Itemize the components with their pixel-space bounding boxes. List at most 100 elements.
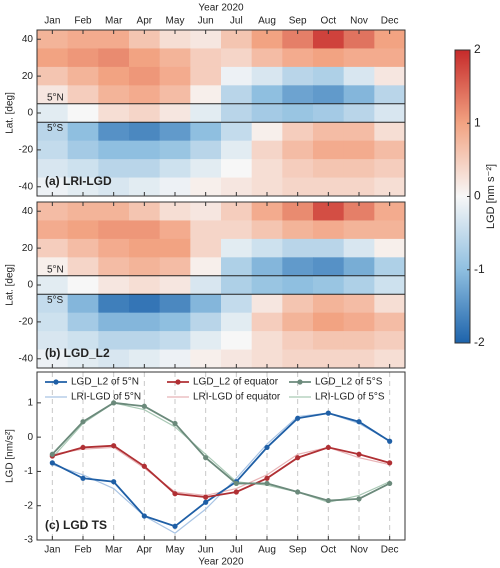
heat-cell [159,48,191,68]
heat-cell [221,349,253,369]
x-tick-label: Jun [198,16,214,27]
series-line [51,401,391,502]
heat-cell [374,275,406,295]
x-tick-label: Aug [258,545,276,556]
heat-cell [313,331,345,351]
heat-cell [343,66,375,86]
heat-cell [374,122,406,142]
heat-cell [159,312,191,332]
heat-cell [343,257,375,277]
heat-cell [251,140,283,160]
heat-cell [129,159,161,179]
heat-cell [343,159,375,179]
x-tick-label: Nov [350,545,368,556]
heat-cell [159,220,191,240]
heat-cell [37,103,69,123]
heat-cell [282,177,314,197]
colorbar-tick-label: -2 [474,335,485,349]
heat-cell [251,103,283,123]
heat-cell [129,122,161,142]
heat-cell [313,140,345,160]
heat-cell [282,275,314,295]
heat-cell [374,349,406,369]
heat-cell [67,85,99,105]
heat-cell [37,220,69,240]
heat-cell [129,103,161,123]
x-tick-label: Sep [289,16,307,27]
heat-cell [282,159,314,179]
y-tick-label: -20 [19,317,34,328]
heat-cell [374,177,406,197]
heat-cell [98,220,130,240]
heat-cell [221,294,253,314]
heat-cell [67,238,99,258]
heat-cell [98,30,130,49]
x-tick-label: Dec [381,545,399,556]
y-tick-label: 40 [22,206,34,217]
heat-cell [98,122,130,142]
heat-cell [98,312,130,332]
heat-cell [159,238,191,258]
heat-cell [190,257,222,277]
heat-cell [129,177,161,197]
heat-cell [129,85,161,105]
x-tick-label: Nov [350,16,368,27]
heat-cell [343,220,375,240]
heat-cell [190,159,222,179]
heat-cell [37,159,69,179]
heat-cell [37,30,69,49]
legend-label: LRI-LGD of 5°S [315,392,385,403]
heat-cell [374,312,406,332]
heat-cell [221,140,253,160]
heat-cell [190,220,222,240]
heat-cell [67,349,99,369]
point [264,444,270,451]
x-tick-label: Oct [321,545,337,556]
heat-cell [251,66,283,86]
heat-cell [313,103,345,123]
series-line [52,444,390,499]
y-tick-label: -40 [19,353,34,364]
heat-cell [98,103,130,123]
heat-cell [159,30,191,49]
legend-marker [175,379,181,385]
heat-cell [343,85,375,105]
heat-cell [282,238,314,258]
heat-cell [190,103,222,123]
colorbar-tick-label: 1 [474,115,481,129]
x-tick-label: Jun [198,545,214,556]
point [172,491,178,497]
panel-label: (b) LGD_L2 [45,346,110,360]
heat-cell [37,122,69,142]
heat-cell [98,159,130,179]
heat-cell [37,140,69,160]
heat-cell [251,312,283,332]
heat-cell [282,331,314,351]
heat-cell [374,159,406,179]
point [233,489,239,495]
heat-cell [190,238,222,258]
heat-cell [374,103,406,123]
heat-cell [37,66,69,86]
heat-cell [129,30,161,49]
reference-label: 5°N [47,92,64,103]
heat-cell [374,294,406,314]
heat-cell [67,312,99,332]
heat-cell [374,257,406,277]
heat-cell [313,238,345,258]
colorbar-tick-label: 0 [474,189,481,203]
heat-cell [313,257,345,277]
legend-label: LRI-LGD of equator [193,392,281,403]
heat-cell [343,294,375,314]
heat-cell [190,349,222,369]
heat-cell [98,349,130,369]
heat-cell [343,140,375,160]
point [264,480,270,487]
point [49,460,55,466]
y-axis-label: LGD [nm/s²] [5,429,16,483]
legend-label: LGD_L2 of 5°S [315,377,383,388]
heat-cell [313,48,345,68]
heat-cell [98,294,130,314]
heat-cell [37,202,69,221]
heat-cell [37,312,69,332]
